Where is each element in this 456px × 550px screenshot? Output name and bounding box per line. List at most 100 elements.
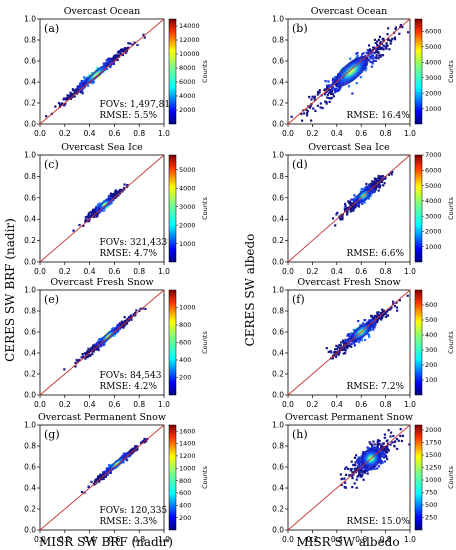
data-point bbox=[336, 211, 339, 214]
y-tick-label: 0.0 bbox=[24, 526, 36, 535]
stat-annotation: RMSE: 6.6% bbox=[347, 249, 405, 259]
data-point bbox=[391, 170, 394, 173]
x-tick-label: 0.8 bbox=[380, 267, 392, 276]
data-point bbox=[331, 357, 334, 360]
data-point bbox=[359, 464, 362, 468]
data-point bbox=[117, 190, 120, 193]
data-point bbox=[389, 443, 392, 446]
data-point bbox=[122, 49, 125, 53]
y-tick-label: 1.0 bbox=[24, 286, 36, 295]
y-tick-label: 0.8 bbox=[272, 36, 284, 45]
colorbar-tick-label: 200 bbox=[425, 361, 437, 369]
x-tick-label: 0.8 bbox=[380, 129, 392, 138]
data-point bbox=[352, 463, 355, 467]
data-point bbox=[87, 347, 90, 350]
data-point bbox=[359, 76, 362, 79]
colorbar-tick-label: 1000 bbox=[425, 105, 442, 113]
data-point bbox=[360, 475, 363, 478]
data-point bbox=[342, 341, 345, 344]
data-point bbox=[375, 319, 378, 322]
data-point bbox=[350, 467, 353, 471]
data-point bbox=[383, 312, 386, 315]
data-point bbox=[72, 229, 75, 232]
colorbar-label: Counts bbox=[447, 197, 455, 220]
x-tick-label: 0.4 bbox=[331, 129, 343, 138]
data-point bbox=[351, 476, 354, 480]
colorbar-tick-label: 400 bbox=[179, 501, 191, 509]
data-point bbox=[342, 352, 345, 355]
colorbar-tick-label: 1250 bbox=[425, 464, 442, 472]
data-point bbox=[98, 75, 101, 78]
data-point bbox=[90, 211, 93, 214]
data-point bbox=[87, 216, 90, 219]
data-point bbox=[366, 49, 369, 52]
data-point bbox=[352, 340, 356, 343]
data-point bbox=[386, 445, 389, 448]
data-point bbox=[369, 194, 372, 197]
data-point bbox=[114, 193, 117, 196]
data-point bbox=[374, 446, 377, 449]
data-point bbox=[344, 345, 347, 349]
data-point bbox=[75, 358, 78, 362]
data-point bbox=[309, 104, 312, 108]
data-point bbox=[91, 346, 94, 349]
stat-annotation: FOVs: 321,433 bbox=[100, 238, 168, 248]
data-point bbox=[392, 435, 395, 438]
data-point bbox=[123, 48, 127, 52]
data-point bbox=[122, 452, 125, 455]
data-point bbox=[94, 482, 98, 485]
y-tick-label: 0.0 bbox=[272, 120, 284, 129]
x-tick-label: 0.4 bbox=[84, 400, 96, 409]
colorbar-tick-label: 100 bbox=[425, 376, 437, 384]
data-point bbox=[78, 88, 81, 91]
data-point bbox=[78, 223, 81, 227]
data-point bbox=[390, 40, 393, 43]
panel-g: Overcast Permanent Snow 0.0 0.2 0.4 0.6 0.8 1.… bbox=[24, 412, 209, 544]
data-point bbox=[347, 345, 350, 348]
data-point bbox=[93, 348, 96, 351]
data-point bbox=[376, 43, 379, 46]
data-point bbox=[375, 56, 378, 59]
data-point bbox=[382, 44, 385, 47]
data-point bbox=[346, 334, 349, 337]
data-point bbox=[136, 447, 139, 450]
data-point bbox=[335, 87, 338, 91]
data-point bbox=[371, 319, 374, 322]
data-point bbox=[98, 202, 101, 205]
data-point bbox=[377, 57, 380, 60]
data-point bbox=[109, 471, 113, 474]
data-point bbox=[310, 119, 313, 122]
data-point bbox=[330, 92, 333, 96]
data-point bbox=[66, 94, 69, 97]
data-point bbox=[373, 56, 376, 59]
x-tick-label: 0.4 bbox=[331, 535, 343, 544]
data-point bbox=[90, 480, 93, 483]
data-point bbox=[373, 187, 376, 190]
data-point bbox=[333, 80, 336, 84]
data-point bbox=[319, 102, 322, 105]
colorbar-tick-label: 2000 bbox=[179, 106, 196, 114]
stat-annotation: RMSE: 5.5% bbox=[100, 111, 158, 121]
data-point bbox=[373, 177, 376, 180]
data-point bbox=[365, 51, 368, 54]
data-point bbox=[114, 191, 117, 194]
data-point bbox=[86, 351, 89, 354]
data-point bbox=[357, 471, 361, 474]
x-tick-label: 1.0 bbox=[404, 267, 416, 276]
data-point bbox=[76, 85, 79, 88]
x-axis-label-left: MISR SW BRF (nadir) bbox=[39, 535, 173, 549]
data-point bbox=[373, 59, 376, 62]
data-point bbox=[352, 209, 355, 212]
data-point bbox=[81, 92, 84, 95]
data-point bbox=[369, 52, 372, 55]
data-point bbox=[353, 205, 356, 208]
data-point bbox=[374, 59, 377, 62]
data-point bbox=[363, 201, 366, 204]
data-point bbox=[370, 315, 373, 318]
data-point bbox=[384, 454, 387, 457]
data-point bbox=[394, 27, 397, 31]
data-point bbox=[381, 308, 384, 311]
data-point bbox=[330, 87, 333, 90]
colorbar-tick-label: 4000 bbox=[179, 92, 196, 100]
data-point bbox=[371, 180, 374, 183]
